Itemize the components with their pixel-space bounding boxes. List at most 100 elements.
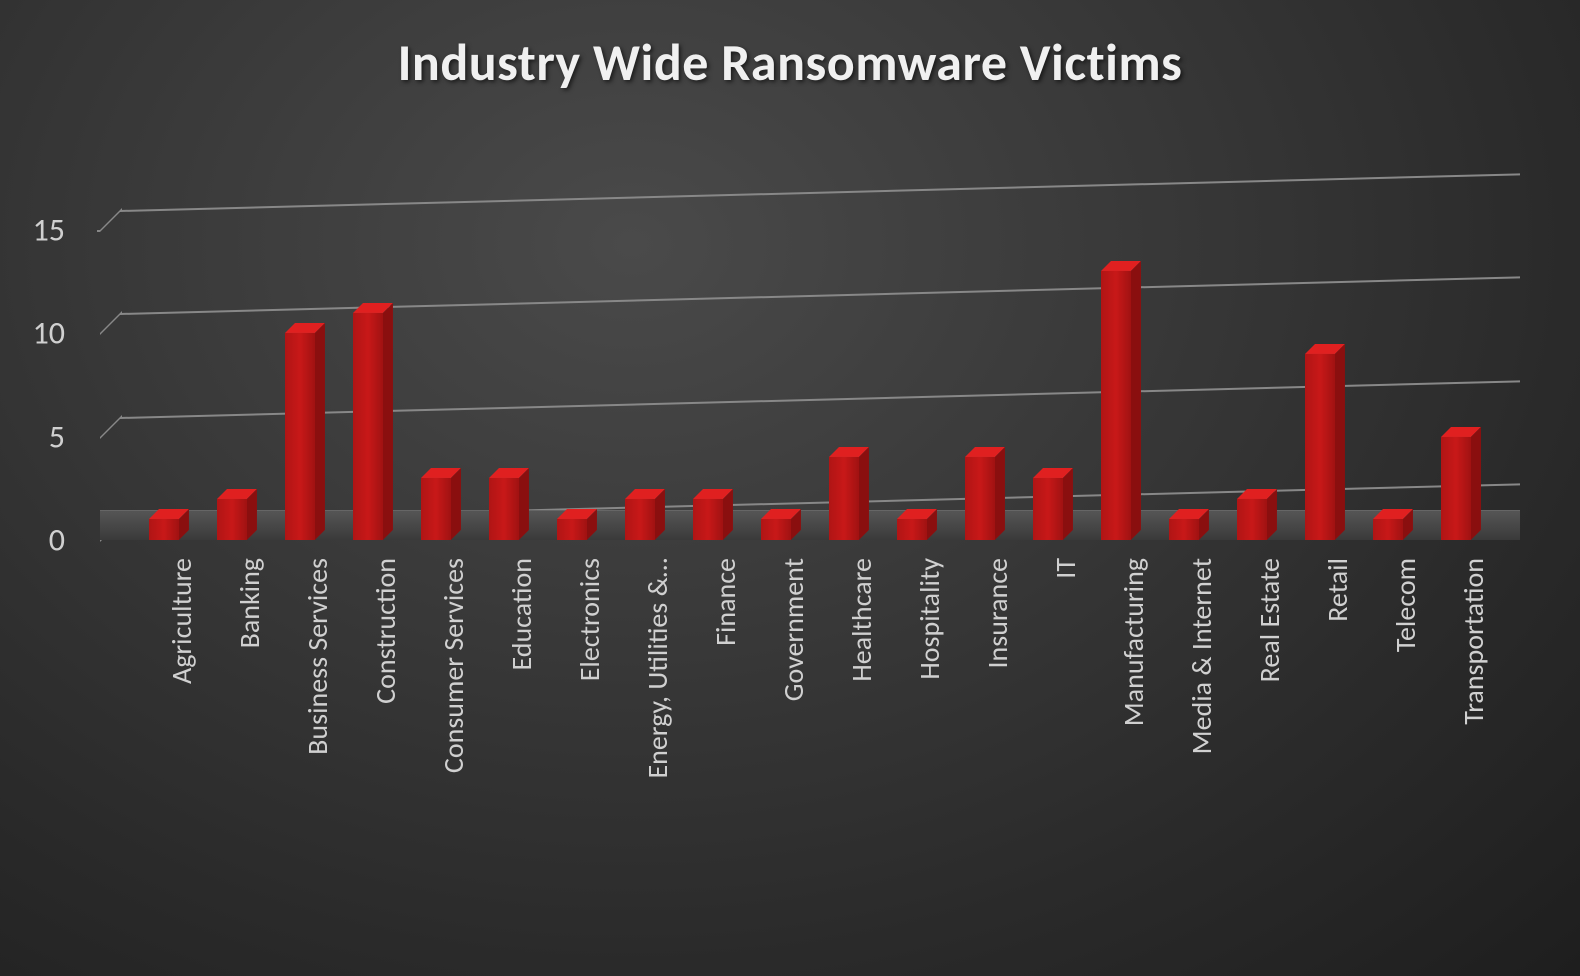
bar (489, 478, 519, 540)
bar-side (383, 303, 393, 540)
bar (217, 499, 247, 540)
bar (897, 519, 927, 540)
bar (557, 519, 587, 540)
x-axis-label: Healthcare (844, 558, 879, 682)
x-axis-label: Consumer Services (436, 558, 471, 773)
bar (761, 519, 791, 540)
bar (1033, 478, 1063, 540)
bar (965, 457, 995, 540)
bar (1169, 519, 1199, 540)
bar-front (489, 478, 519, 540)
bar-slot (742, 230, 810, 540)
x-axis-label: Manufacturing (1116, 558, 1151, 726)
bar-slot (1014, 230, 1082, 540)
bar (1373, 519, 1403, 540)
chart-title: Industry Wide Ransomware Victims (0, 30, 1580, 94)
x-axis-label: Business Services (300, 558, 335, 755)
bar-side (859, 447, 869, 540)
bar (149, 519, 179, 540)
bar-front (1101, 271, 1131, 540)
bar-front (1237, 499, 1267, 540)
bar-front (693, 499, 723, 540)
bar-front (965, 457, 995, 540)
bar-side (519, 468, 529, 540)
x-axis-label: Education (504, 558, 539, 671)
sidewall-line (100, 311, 122, 335)
gridline-15 (120, 173, 1520, 212)
bar (1441, 437, 1471, 540)
bar-front (285, 333, 315, 540)
x-axis-label: Electronics (572, 558, 607, 681)
bar-side (1063, 468, 1073, 540)
x-axis-label: Telecom (1388, 558, 1423, 652)
x-axis-label: Real Estate (1252, 558, 1287, 682)
bar-slot (402, 230, 470, 540)
bar-slot (334, 230, 402, 540)
bars-container (130, 230, 1490, 540)
bar (625, 499, 655, 540)
x-axis-label: Insurance (980, 558, 1015, 669)
bar-slot (1082, 230, 1150, 540)
bar-slot (1422, 230, 1490, 540)
bar (829, 457, 859, 540)
bar-side (995, 447, 1005, 540)
bar-side (1267, 489, 1277, 540)
bar-front (1033, 478, 1063, 540)
x-axis-label: Construction (368, 558, 403, 704)
bar-side (1471, 427, 1481, 540)
x-axis-label: Media & Internet (1184, 558, 1219, 754)
bar-side (315, 323, 325, 540)
bar-side (1131, 261, 1141, 540)
bar-slot (1150, 230, 1218, 540)
bar-front (829, 457, 859, 540)
bar-slot (810, 230, 878, 540)
x-axis-label: Hospitality (912, 558, 947, 680)
x-axis-label: Energy, Utilities &… (640, 558, 675, 779)
gridline-front (97, 230, 100, 232)
x-axis-label: Agriculture (164, 558, 199, 684)
bar (353, 313, 383, 540)
bar-slot (606, 230, 674, 540)
bar-slot (470, 230, 538, 540)
plot-area: 15 10 5 0 (100, 230, 1520, 540)
bar-slot (198, 230, 266, 540)
bar (1237, 499, 1267, 540)
bar-side (451, 468, 461, 540)
bar-slot (538, 230, 606, 540)
bar (693, 499, 723, 540)
bar-slot (1354, 230, 1422, 540)
bar-front (353, 313, 383, 540)
bar-side (1335, 344, 1345, 540)
y-tick-label: 5 (49, 417, 65, 456)
sidewall-line (100, 208, 122, 232)
y-tick-label: 10 (33, 314, 65, 353)
bar-slot (946, 230, 1014, 540)
x-axis-label: Banking (232, 558, 267, 648)
sidewall-line (100, 415, 122, 439)
bar-front (1441, 437, 1471, 540)
bar-side (247, 489, 257, 540)
y-tick-label: 0 (49, 521, 65, 560)
bar (1101, 271, 1131, 540)
bar-side (655, 489, 665, 540)
bar-slot (266, 230, 334, 540)
bar-slot (878, 230, 946, 540)
bar-front (761, 519, 791, 540)
bar-slot (1218, 230, 1286, 540)
y-tick-label: 15 (33, 211, 65, 250)
bar-front (1373, 519, 1403, 540)
bar-slot (130, 230, 198, 540)
bar (421, 478, 451, 540)
bar-front (557, 519, 587, 540)
bar (1305, 354, 1335, 540)
x-axis-label: Finance (708, 558, 743, 646)
x-axis-label: Government (776, 558, 811, 701)
bar-front (625, 499, 655, 540)
bar-front (1169, 519, 1199, 540)
bar-front (897, 519, 927, 540)
x-axis-label: IT (1048, 558, 1083, 579)
bar-front (149, 519, 179, 540)
x-axis-label: Retail (1320, 558, 1355, 622)
bar-front (1305, 354, 1335, 540)
chart-container: Industry Wide Ransomware Victims 15 10 5… (0, 0, 1580, 976)
